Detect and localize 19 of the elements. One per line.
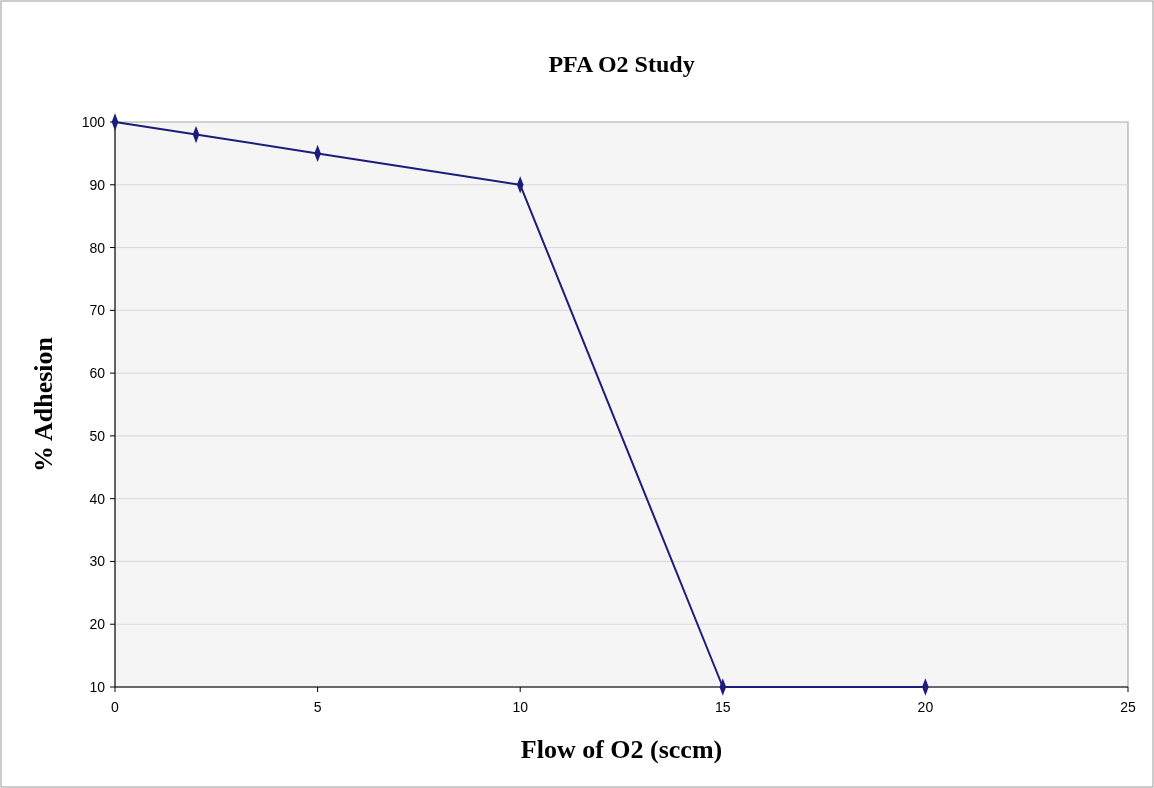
y-axis-title: % Adhesion xyxy=(29,336,58,473)
y-tick-label: 80 xyxy=(89,239,106,256)
y-tick-label: 40 xyxy=(89,490,106,507)
y-tick-label: 10 xyxy=(89,679,106,695)
y-tick-label: 90 xyxy=(89,176,106,193)
chart-title: PFA O2 Study xyxy=(548,51,695,77)
y-tick-label: 60 xyxy=(89,365,106,382)
y-tick-label: 30 xyxy=(89,553,106,570)
y-tick-label: 20 xyxy=(89,616,106,633)
x-tick-label: 5 xyxy=(313,699,322,715)
x-tick-label: 15 xyxy=(715,699,731,715)
y-tick-label: 70 xyxy=(89,302,106,319)
y-tick-label: 100 xyxy=(81,114,106,130)
x-tick-label: 0 xyxy=(111,699,120,715)
y-tick-label: 50 xyxy=(89,427,106,444)
x-tick-label: 10 xyxy=(512,699,529,715)
x-tick-label: 20 xyxy=(917,699,934,715)
x-tick-label: 25 xyxy=(1120,699,1136,715)
x-axis-title: Flow of O2 (sccm) xyxy=(520,735,723,764)
